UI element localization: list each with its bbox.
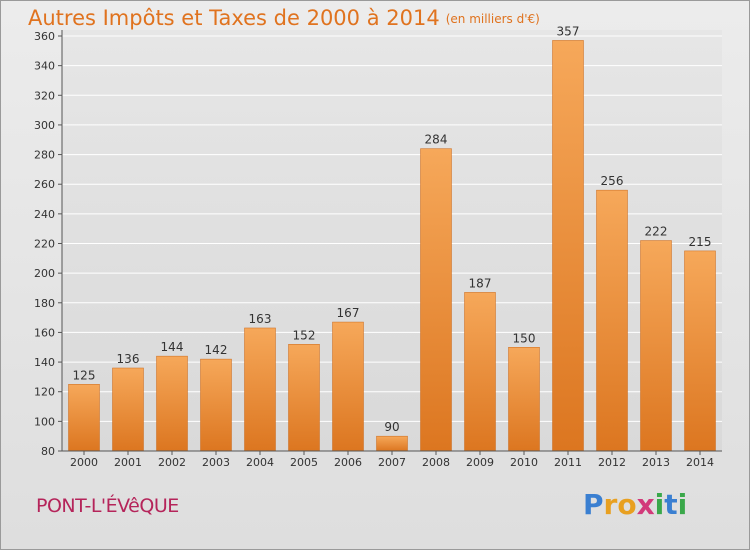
x-tick-label: 2009: [466, 456, 494, 469]
x-tick-label: 2008: [422, 456, 450, 469]
x-tick-label: 2007: [378, 456, 406, 469]
bar-value-label: 256: [601, 174, 624, 188]
bar-value-label: 144: [161, 340, 184, 354]
bar-value-label: 150: [513, 331, 536, 345]
bar: [552, 40, 584, 452]
bar: [68, 384, 100, 452]
bar-value-label: 284: [425, 133, 448, 147]
bar: [200, 358, 232, 452]
y-tick-label: 260: [34, 178, 55, 191]
y-tick-label: 140: [34, 356, 55, 369]
bar: [640, 240, 672, 452]
bar-value-label: 142: [205, 343, 228, 357]
bar-value-label: 152: [293, 328, 316, 342]
bar: [596, 189, 628, 452]
chart-unit: (en milliers d'€): [445, 12, 540, 26]
y-tick-label: 180: [34, 297, 55, 310]
logo-letter: P: [583, 488, 604, 521]
axis-layer: 80 100 120 140 160 180 200 220 240 260 280 300 320 34…: [34, 30, 722, 469]
x-tick-label: 2012: [598, 456, 626, 469]
y-tick-label: 80: [41, 445, 55, 458]
proxiti-logo: Proxiti: [583, 488, 687, 521]
bar: [376, 435, 408, 452]
logo-letter: r: [603, 488, 618, 521]
bar-value-label: 125: [73, 368, 96, 382]
x-tick-label: 2001: [114, 456, 142, 469]
bar: [464, 292, 496, 452]
x-tick-label: 2013: [642, 456, 670, 469]
y-tick-label: 240: [34, 208, 55, 221]
bar: [332, 321, 364, 452]
bar-layer: [68, 40, 716, 452]
y-tick-label: 160: [34, 326, 55, 339]
y-tick-label: 220: [34, 238, 55, 251]
bar: [420, 148, 452, 452]
y-tick-label: 300: [34, 119, 55, 132]
chart-title-text: Autres Impôts et Taxes de 2000 à 2014: [28, 6, 440, 30]
logo-letter: t: [664, 488, 678, 521]
bar: [156, 355, 188, 452]
y-tick-label: 360: [34, 30, 55, 43]
logo-letter: x: [636, 488, 655, 521]
bar: [244, 327, 276, 452]
chart-title: Autres Impôts et Taxes de 2000 à 2014 (en…: [28, 6, 540, 30]
y-tick-label: 320: [34, 89, 55, 102]
x-tick-label: 2003: [202, 456, 230, 469]
y-tick-label: 340: [34, 60, 55, 73]
x-tick-label: 2004: [246, 456, 274, 469]
x-tick-label: 2010: [510, 456, 538, 469]
label-layer: 125 136 144 142 163 152 167 90 284 187 150 357 256 22…: [73, 24, 712, 434]
bar: [112, 367, 144, 452]
x-tick-label: 2006: [334, 456, 362, 469]
bar: [288, 344, 320, 452]
x-tick-label: 2005: [290, 456, 318, 469]
logo-letter: o: [617, 488, 637, 521]
bar-value-label: 222: [645, 225, 668, 239]
logo-letter: i: [677, 488, 688, 521]
bar-value-label: 187: [469, 276, 492, 290]
bar: [684, 250, 716, 452]
x-tick-label: 2000: [70, 456, 98, 469]
y-tick-label: 120: [34, 386, 55, 399]
y-tick-label: 280: [34, 149, 55, 162]
bar-value-label: 90: [384, 420, 399, 434]
y-tick-label: 200: [34, 267, 55, 280]
x-tick-label: 2002: [158, 456, 186, 469]
place-name: PONT-L'ÉVêQUE: [36, 495, 179, 517]
bar-value-label: 215: [689, 235, 712, 249]
x-tick-label: 2014: [686, 456, 714, 469]
bar-value-label: 167: [337, 306, 360, 320]
bar-value-label: 357: [557, 24, 580, 38]
x-tick-label: 2011: [554, 456, 582, 469]
logo-letter: i: [654, 488, 665, 521]
bar-value-label: 163: [249, 312, 272, 326]
y-tick-label: 100: [34, 415, 55, 428]
bar-value-label: 136: [117, 352, 140, 366]
bar: [508, 347, 540, 452]
